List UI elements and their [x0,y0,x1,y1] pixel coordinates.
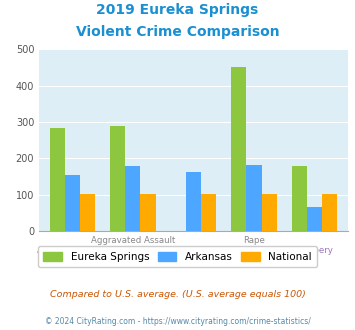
Text: Violent Crime Comparison: Violent Crime Comparison [76,25,279,39]
Text: Compared to U.S. average. (U.S. average equals 100): Compared to U.S. average. (U.S. average … [50,290,305,299]
Text: 2019 Eureka Springs: 2019 Eureka Springs [96,3,259,17]
Bar [201,194,216,231]
Text: Rape: Rape [243,236,265,245]
Text: Aggravated Assault: Aggravated Assault [91,236,175,245]
Text: Murder & Mans...: Murder & Mans... [157,246,230,255]
Bar [50,128,65,231]
Bar [65,175,80,231]
Bar [80,194,95,231]
Bar [110,126,125,231]
Text: © 2024 CityRating.com - https://www.cityrating.com/crime-statistics/: © 2024 CityRating.com - https://www.city… [45,317,310,326]
Bar [231,67,246,231]
Text: All Violent Crime: All Violent Crime [37,246,108,255]
Bar [322,194,337,231]
Bar [186,172,201,231]
Bar [262,194,277,231]
Bar [246,165,262,231]
Legend: Eureka Springs, Arkansas, National: Eureka Springs, Arkansas, National [38,247,317,267]
Text: Robbery: Robbery [297,246,333,255]
Bar [292,166,307,231]
Bar [141,194,155,231]
Bar [307,208,322,231]
Bar [125,166,141,231]
